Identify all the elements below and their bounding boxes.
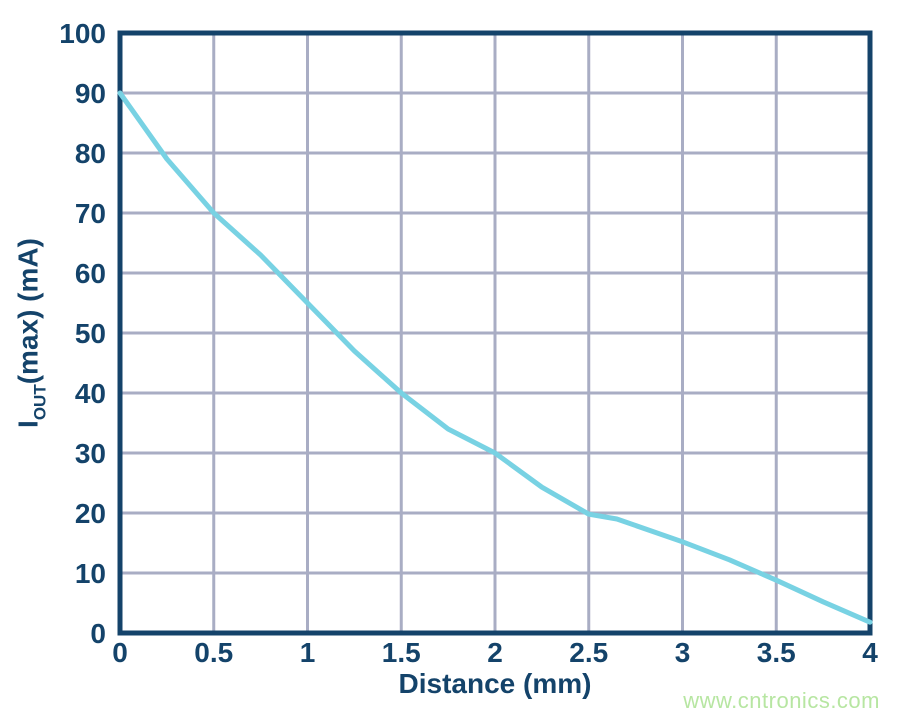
y-axis-title-rest: (max) (mA) bbox=[12, 238, 44, 385]
y-axis-title-subscript: OUT bbox=[30, 384, 50, 421]
x-tick-label: 0.5 bbox=[194, 637, 233, 668]
y-tick-label: 50 bbox=[75, 318, 106, 349]
y-tick-label: 70 bbox=[75, 198, 106, 229]
x-tick-label: 3 bbox=[675, 637, 691, 668]
y-tick-label: 80 bbox=[75, 138, 106, 169]
x-tick-label: 2 bbox=[487, 637, 503, 668]
x-axis-title: Distance (mm) bbox=[398, 668, 592, 699]
x-tick-label: 1.5 bbox=[382, 637, 421, 668]
x-tick-label: 0 bbox=[112, 637, 128, 668]
x-tick-label: 4 bbox=[862, 637, 878, 668]
data-series-line bbox=[117, 90, 873, 625]
y-tick-label: 10 bbox=[75, 558, 106, 589]
y-axis-title-main: I bbox=[12, 420, 44, 428]
watermark: www.cntronics.com bbox=[683, 688, 880, 713]
y-tick-label: 40 bbox=[75, 378, 106, 409]
y-axis-title: IOUT(max) (mA) bbox=[13, 238, 50, 428]
y-tick-label: 60 bbox=[75, 258, 106, 289]
x-tick-label: 1 bbox=[300, 637, 316, 668]
x-tick-label: 3.5 bbox=[757, 637, 796, 668]
y-tick-label: 30 bbox=[75, 438, 106, 469]
y-tick-label: 0 bbox=[90, 618, 106, 649]
x-tick-label: 2.5 bbox=[569, 637, 608, 668]
plot-border bbox=[117, 30, 873, 636]
y-tick-label: 100 bbox=[59, 18, 106, 49]
y-tick-label: 90 bbox=[75, 78, 106, 109]
y-tick-label: 20 bbox=[75, 498, 106, 529]
